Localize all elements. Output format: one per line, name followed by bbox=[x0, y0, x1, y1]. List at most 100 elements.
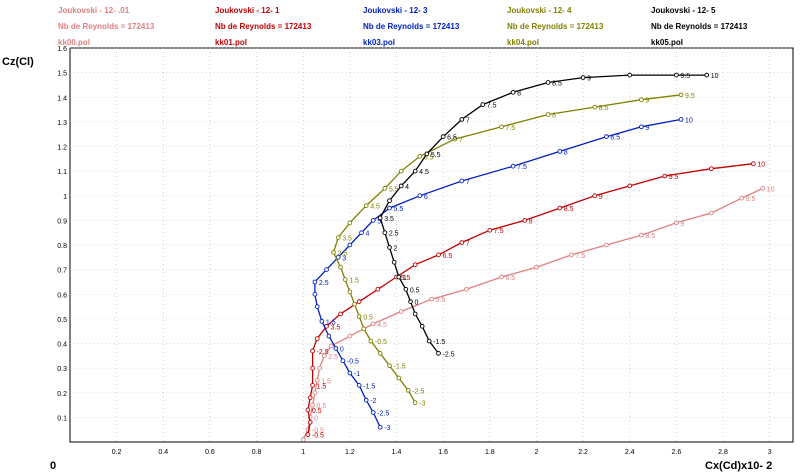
alpha-label: 8 bbox=[552, 112, 556, 119]
x-axis-title: Cx(Cd)x10- 2 bbox=[705, 460, 772, 472]
alpha-label: 8.5 bbox=[599, 105, 609, 112]
alpha-label: 5.5 bbox=[389, 186, 399, 193]
alpha-label: 4 bbox=[366, 231, 370, 238]
data-point bbox=[487, 227, 493, 233]
data-point bbox=[534, 264, 539, 270]
alpha-label: 10 bbox=[711, 73, 719, 80]
tick-labels: 0.2 0.4 0.6 0.8 1 1.2 1.4 1.6 1.8 2 2.2 2.4 2.6 2.8 3 0… bbox=[57, 46, 771, 456]
data-point bbox=[363, 203, 369, 208]
data-point bbox=[312, 291, 318, 297]
data-point bbox=[314, 304, 320, 309]
data-point bbox=[403, 286, 409, 292]
legend-reynolds: Nb de Reynolds = 172413 bbox=[363, 22, 460, 31]
alpha-label: 7.5 bbox=[517, 164, 527, 171]
legend-name: Joukovski - 12- 3 bbox=[363, 6, 428, 15]
alpha-label: 9.5 bbox=[680, 73, 690, 80]
legend-file: kk03.pol bbox=[363, 38, 395, 47]
data-point bbox=[307, 419, 313, 425]
data-point bbox=[335, 235, 341, 240]
y-tick-label: 1.3 bbox=[57, 120, 67, 127]
x-tick-label: 2 bbox=[534, 449, 538, 456]
alpha-label: -2.5 bbox=[412, 388, 424, 395]
alpha-label: 4.5 bbox=[370, 204, 380, 211]
data-point bbox=[310, 348, 315, 354]
alpha-label: 5.5 bbox=[431, 152, 441, 159]
data-point bbox=[627, 183, 633, 189]
alpha-label: 9 bbox=[645, 98, 649, 105]
data-point bbox=[510, 163, 516, 169]
alpha-label: -1 bbox=[354, 371, 360, 378]
data-point bbox=[510, 89, 516, 95]
alpha-label: -1.5 bbox=[394, 364, 406, 371]
x-tick-label: 2.8 bbox=[718, 449, 728, 456]
y-tick-label: 1 bbox=[63, 194, 67, 201]
data-point bbox=[557, 205, 563, 211]
alpha-label: -3 bbox=[384, 425, 390, 432]
data-point bbox=[639, 97, 644, 103]
alpha-label: 9 bbox=[587, 76, 591, 83]
data-point bbox=[314, 378, 320, 383]
y-tick-label: 1.1 bbox=[57, 169, 67, 176]
data-point bbox=[398, 309, 404, 314]
alpha-label: 7.5 bbox=[494, 228, 504, 235]
data-point bbox=[363, 397, 369, 403]
x-tick-label: 1 bbox=[301, 449, 305, 456]
data-point bbox=[338, 311, 343, 317]
data-point bbox=[356, 299, 362, 304]
series-3: -3-2.5-1.5-0.50.51.52.53.54.55.56.577.58… bbox=[331, 92, 695, 408]
data-point bbox=[592, 193, 598, 199]
data-point bbox=[370, 410, 376, 415]
data-point bbox=[412, 168, 418, 174]
series-layer: -0.500.51.52.54.55.56.57.58.599.510-0.50… bbox=[300, 72, 775, 442]
data-point bbox=[382, 230, 388, 236]
data-point bbox=[545, 80, 551, 85]
data-point bbox=[310, 402, 315, 408]
legend-file: kk05.pol bbox=[651, 38, 683, 47]
alpha-label: 6.5 bbox=[442, 253, 452, 260]
x-tick-label: 1.8 bbox=[485, 449, 495, 456]
data-point bbox=[338, 264, 343, 270]
legend-reynolds: Nb de Reynolds = 172413 bbox=[215, 22, 312, 31]
legend-reynolds: Nb de Reynolds = 172413 bbox=[58, 22, 155, 31]
data-point bbox=[300, 437, 306, 442]
data-point bbox=[331, 250, 336, 255]
alpha-label: 10 bbox=[757, 162, 765, 169]
alpha-label: 7.5 bbox=[505, 125, 515, 132]
y-tick-label: 1.5 bbox=[57, 71, 67, 78]
data-point bbox=[396, 375, 402, 381]
data-point bbox=[580, 75, 586, 80]
legend-name: Joukovski - 12- 1 bbox=[215, 6, 280, 15]
x-tick-label: 1.4 bbox=[392, 449, 402, 456]
alpha-label: 8 bbox=[517, 90, 521, 97]
alpha-label: 7 bbox=[466, 117, 470, 124]
data-point bbox=[398, 168, 404, 174]
alpha-label: 4 bbox=[405, 184, 409, 191]
alpha-label: 4.5 bbox=[419, 169, 429, 176]
data-point bbox=[419, 323, 425, 329]
y-tick-label: 0.5 bbox=[57, 317, 67, 324]
data-point bbox=[375, 286, 381, 292]
alpha-label: 2 bbox=[394, 245, 398, 252]
data-point bbox=[340, 358, 346, 364]
alpha-label: 5.5 bbox=[401, 275, 411, 282]
x-tick-label: 2.2 bbox=[578, 449, 588, 456]
legend-file: kk00.pol bbox=[58, 38, 90, 47]
alpha-label: 10 bbox=[685, 117, 693, 124]
data-point bbox=[382, 186, 388, 191]
data-point bbox=[436, 252, 441, 258]
legend-name: Joukovski - 12- 5 bbox=[651, 6, 716, 15]
alpha-label: 9 bbox=[680, 221, 684, 228]
alpha-label: 3.5 bbox=[331, 324, 341, 331]
data-point bbox=[370, 321, 376, 327]
data-point bbox=[412, 400, 418, 405]
data-point bbox=[412, 262, 418, 268]
legend-file: kk01.pol bbox=[215, 38, 247, 47]
data-point bbox=[627, 72, 633, 78]
y-tick-label: 1.6 bbox=[57, 46, 67, 53]
alpha-label: 9.5 bbox=[746, 196, 756, 203]
alpha-label: -2.5 bbox=[442, 351, 454, 358]
alpha-label: -1.5 bbox=[433, 339, 445, 346]
alpha-label: 8 bbox=[529, 218, 533, 225]
data-point bbox=[522, 218, 528, 223]
